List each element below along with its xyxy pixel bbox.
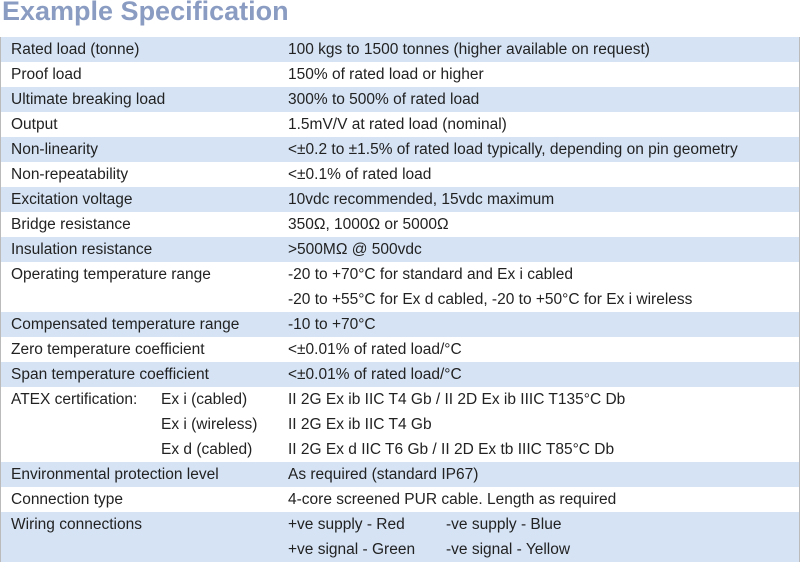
row-value: -20 to +70°C for standard and Ex i cable…	[288, 266, 573, 283]
row-value: II 2G Ex d IIC T6 Gb / II 2D Ex tb IIIC …	[288, 441, 615, 458]
row-label: ATEX certification:	[11, 391, 138, 408]
table-row: Output 1.5mV/V at rated load (nominal)	[1, 112, 799, 137]
table-row: Non-linearity <±0.2 to ±1.5% of rated loa…	[1, 137, 799, 162]
table-row: Bridge resistance 350Ω, 1000Ω or 5000Ω	[1, 212, 799, 237]
table-row: Wiring connections +ve supply - Red -ve su…	[1, 512, 799, 562]
row-value: II 2G Ex ib IIC T4 Gb / II 2D Ex ib IIIC…	[288, 391, 626, 408]
row-label: Zero temperature coefficient	[11, 341, 205, 358]
row-sublabel: Ex i (wireless)	[161, 416, 258, 433]
row-value: As required (standard IP67)	[288, 466, 479, 483]
row-label: Non-linearity	[11, 141, 99, 158]
row-value: <±0.1% of rated load	[288, 166, 432, 183]
row-value: 4-core screened PUR cable. Length as req…	[288, 491, 617, 508]
row-value: -20 to +55°C for Ex d cabled, -20 to +50…	[288, 291, 693, 308]
row-label: Excitation voltage	[11, 191, 133, 208]
row-value: -ve signal - Yellow	[446, 541, 571, 558]
row-value: 10vdc recommended, 15vdc maximum	[288, 191, 555, 208]
table-row: Excitation voltage 10vdc recommended, 15v…	[1, 187, 799, 212]
row-value: 150% of rated load or higher	[288, 66, 484, 83]
row-value: 1.5mV/V at rated load (nominal)	[288, 116, 507, 133]
row-sublabel: Ex i (cabled)	[161, 391, 248, 408]
table-row: Compensated temperature range -10 to +70°…	[1, 312, 799, 337]
row-label: Operating temperature range	[11, 266, 211, 283]
table-row: Non-repeatability <±0.1% of rated load	[1, 162, 799, 187]
row-value: <±0.2 to ±1.5% of rated load typically, …	[288, 141, 738, 158]
row-label: Connection type	[11, 491, 124, 508]
row-label: Bridge resistance	[11, 216, 131, 233]
row-value: >500MΩ @ 500vdc	[288, 241, 422, 258]
table-row: Connection type 4-core screened PUR cable…	[1, 487, 799, 512]
row-value: -10 to +70°C	[288, 316, 376, 333]
row-value: 300% to 500% of rated load	[288, 91, 480, 108]
table-row: Environmental protection level As require…	[1, 462, 799, 487]
table-row: ATEX certification: Ex i (cabled) Ex i (wi…	[1, 387, 799, 462]
row-value: 350Ω, 1000Ω or 5000Ω	[288, 216, 449, 233]
row-value: II 2G Ex ib IIC T4 Gb	[288, 416, 432, 433]
table-row: Operating temperature range -20 to +70°C …	[1, 262, 799, 312]
row-label: Output	[11, 116, 58, 133]
row-label: Span temperature coefficient	[11, 366, 209, 383]
row-label: Wiring connections	[11, 516, 142, 533]
table-row: Span temperature coefficient <±0.01% of r…	[1, 362, 799, 387]
row-value: -ve supply - Blue	[446, 516, 562, 533]
spec-table: Rated load (tonne) 100 kgs to 1500 tonnes…	[0, 37, 800, 562]
table-row: Zero temperature coefficient <±0.01% of r…	[1, 337, 799, 362]
row-value: +ve supply - Red	[288, 516, 405, 533]
row-label: Insulation resistance	[11, 241, 153, 258]
row-sublabel: Ex d (cabled)	[161, 441, 253, 458]
table-row: Ultimate breaking load 300% to 500% of ra…	[1, 87, 799, 112]
row-value: <±0.01% of rated load/°C	[288, 366, 462, 383]
row-label: Ultimate breaking load	[11, 91, 166, 108]
row-value: 100 kgs to 1500 tonnes (higher available…	[288, 41, 650, 58]
title: Example Specification	[2, 0, 289, 26]
row-value: <±0.01% of rated load/°C	[288, 341, 462, 358]
table-row: Proof load 150% of rated load or higher	[1, 62, 799, 87]
table-row: Rated load (tonne) 100 kgs to 1500 tonnes…	[1, 37, 799, 62]
row-label: Non-repeatability	[11, 166, 129, 183]
row-label: Proof load	[11, 66, 82, 83]
table-row: Insulation resistance >500MΩ @ 500vdc	[1, 237, 799, 262]
row-label: Rated load (tonne)	[11, 41, 140, 58]
row-label: Environmental protection level	[11, 466, 219, 483]
row-label: Compensated temperature range	[11, 316, 240, 333]
row-value: +ve signal - Green	[288, 541, 416, 558]
